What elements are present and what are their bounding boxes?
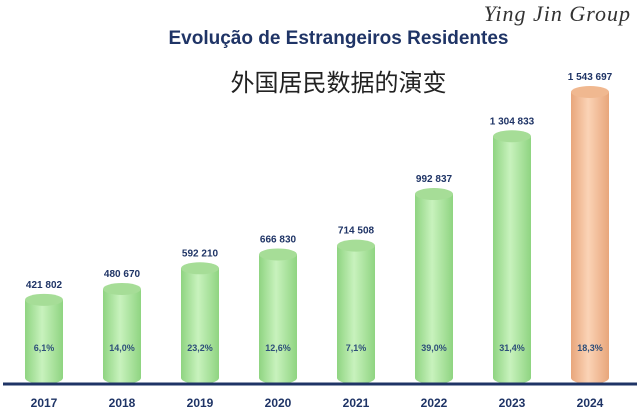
bar-2018: [103, 282, 141, 384]
value-label: 714 508: [338, 226, 375, 237]
x-tick-label: 2019: [187, 396, 214, 410]
bar-2024: [571, 86, 609, 384]
x-tick-label: 2022: [421, 396, 448, 410]
x-tick-label: 2023: [499, 396, 526, 410]
growth-label: 14,0%: [109, 343, 135, 353]
bar-cap: [259, 248, 297, 261]
bar-2017: [25, 293, 63, 384]
bar-body: [337, 245, 375, 384]
bar-2021: [337, 239, 375, 384]
x-tick-label: 2021: [343, 396, 370, 410]
x-tick-label: 2024: [577, 396, 604, 410]
watermark: Ying Jin Group: [483, 1, 631, 26]
value-label: 480 670: [104, 269, 141, 280]
x-tick-label: 2017: [31, 396, 58, 410]
bar-cap: [25, 293, 63, 306]
growth-label: 31,4%: [499, 343, 525, 353]
bar-2023: [493, 130, 531, 384]
bar-cap: [103, 282, 141, 295]
value-label: 421 802: [26, 280, 63, 291]
bar-body: [103, 288, 141, 384]
value-label: 992 837: [416, 174, 453, 185]
bar-2022: [415, 188, 453, 384]
value-label: 592 210: [182, 248, 219, 259]
value-label: 1 304 833: [490, 116, 535, 127]
bar-body: [493, 136, 531, 384]
growth-label: 39,0%: [421, 343, 447, 353]
bar-cap: [571, 86, 609, 98]
x-tick-label: 2018: [109, 396, 136, 410]
value-label: 666 830: [260, 234, 297, 245]
growth-label: 6,1%: [34, 343, 55, 353]
bar-2019: [181, 262, 219, 384]
bar-cap: [337, 239, 375, 252]
bar-cap: [415, 188, 453, 201]
bar-body: [25, 299, 63, 384]
bar-body: [181, 268, 219, 384]
chart-title: Evolução de Estrangeiros Residentes: [168, 28, 509, 49]
bar-body: [259, 254, 297, 384]
bar-cap: [181, 262, 219, 275]
growth-label: 12,6%: [265, 343, 291, 353]
bar-body: [571, 92, 609, 384]
value-label: 1 543 697: [568, 72, 613, 83]
chart-subtitle: 外国居民数据的演变: [230, 69, 447, 97]
bar-2020: [259, 248, 297, 384]
growth-label: 7,1%: [346, 343, 367, 353]
growth-label: 23,2%: [187, 343, 213, 353]
bar-cap: [493, 130, 531, 143]
x-tick-label: 2020: [265, 396, 292, 410]
bar-body: [415, 194, 453, 384]
growth-label: 18,3%: [577, 343, 603, 353]
